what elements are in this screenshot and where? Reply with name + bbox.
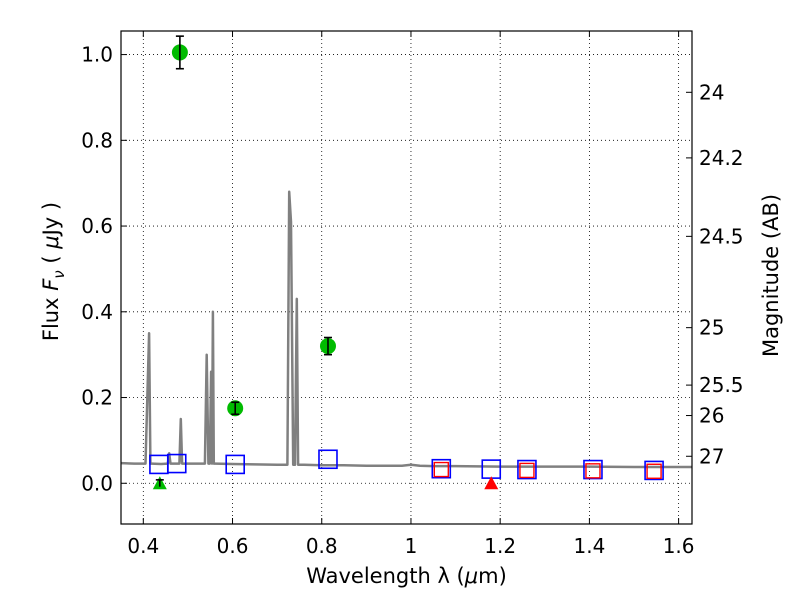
x-tick-label: 1.4	[573, 534, 605, 558]
observed-square	[433, 461, 449, 478]
mag-tick-label: 24.2	[699, 146, 744, 170]
model-square	[644, 460, 664, 481]
y-axis-label-symbol: F	[39, 278, 63, 291]
y-axis-label-mu: μ	[39, 235, 63, 249]
model-square	[481, 459, 502, 479]
spectrum-line	[120, 190, 692, 469]
mag-tick-label: 24	[699, 80, 724, 104]
x-tick-label: 0.8	[306, 534, 338, 558]
grid	[121, 31, 692, 524]
plot-frame	[120, 30, 693, 525]
y-tick-label: 0.4	[81, 300, 113, 324]
x-axis-label-mu: μ	[464, 564, 478, 588]
spectrum-layer	[120, 190, 692, 469]
model-square	[166, 453, 187, 474]
x-tick-label: 0.6	[217, 534, 249, 558]
y-axis-label-unit: Jy )	[39, 202, 63, 238]
model-square	[517, 459, 537, 480]
y-axis-label: Flux Fν ( μJy )	[39, 202, 68, 341]
ticks-layer: 0.4 0.6 0.8 1 1.2 1.4 1.6 0.0 0.2 0.4 0.6 0.8 1.0 24 2…	[81, 31, 744, 558]
model-square	[583, 459, 603, 480]
y-axis-label-prefix: Flux	[39, 291, 63, 341]
x-tick-label: 1.6	[663, 534, 695, 558]
x-tick-label: 0.4	[127, 534, 159, 558]
y-axis-label-subscript: ν	[50, 270, 68, 278]
y2-axis-label: Magnitude (AB)	[759, 194, 783, 357]
x-tick-label: 1	[405, 534, 418, 558]
y-tick-label: 1.0	[81, 43, 113, 67]
model-square	[431, 458, 452, 479]
observed-square	[646, 463, 662, 479]
observed-square	[585, 463, 601, 479]
x-axis-label-unit: m)	[478, 564, 507, 588]
y-tick-label: 0.6	[81, 214, 113, 238]
x-axis-label-prefix: Wavelength λ (	[306, 564, 465, 588]
x-axis-label: Wavelength λ (μm)	[306, 564, 507, 588]
markers-layer	[149, 35, 664, 490]
y-tick-label: 0.0	[81, 471, 113, 495]
mag-tick-label: 27	[699, 444, 724, 468]
model-square	[225, 454, 245, 475]
y-tick-label: 0.8	[81, 128, 113, 152]
mag-tick-label: 26	[699, 404, 724, 428]
y-tick-label: 0.2	[81, 386, 113, 410]
observed-square	[519, 462, 535, 479]
mag-tick-label: 24.5	[699, 224, 744, 248]
model-square	[318, 449, 338, 470]
mag-tick-label: 25.5	[699, 373, 744, 397]
x-tick-label: 1.2	[484, 534, 516, 558]
upper-limit-marker	[484, 476, 499, 490]
y-axis-label-open: (	[39, 249, 63, 271]
mag-tick-label: 25	[699, 316, 724, 340]
